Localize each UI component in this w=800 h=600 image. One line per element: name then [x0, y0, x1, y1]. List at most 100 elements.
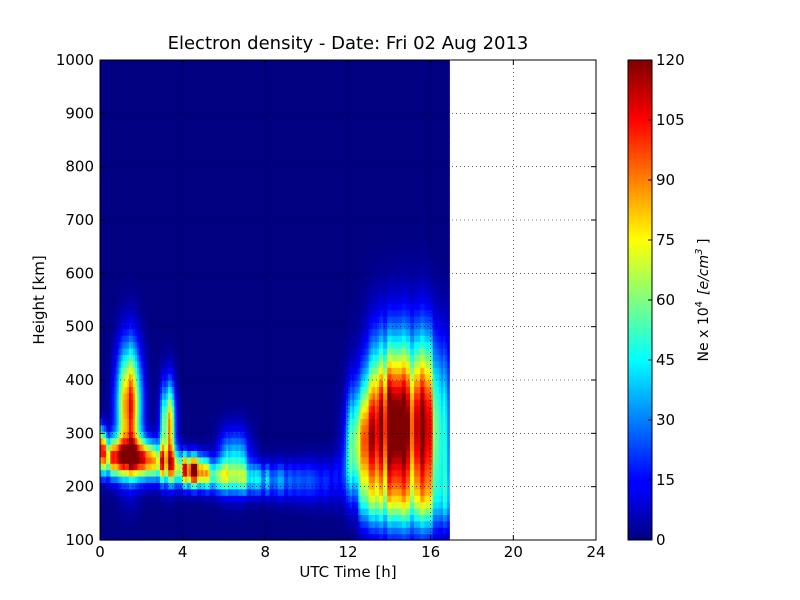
heatmap-cell — [219, 424, 223, 432]
heatmap-cell — [104, 111, 107, 119]
heatmap-cell — [190, 476, 194, 483]
heatmap-cell — [211, 392, 215, 400]
heatmap-cell — [199, 437, 202, 445]
heatmap-cell — [201, 143, 204, 151]
heatmap-cell — [217, 328, 221, 336]
heatmap-cell — [207, 482, 211, 490]
heatmap-cell — [182, 226, 186, 234]
heatmap-cell — [209, 220, 213, 227]
heatmap-cell — [141, 200, 144, 208]
heatmap-cell — [114, 367, 118, 375]
heatmap-cell — [228, 309, 231, 317]
heatmap-cell — [151, 527, 155, 535]
heatmap-cell — [155, 520, 159, 528]
heatmap-cell — [199, 149, 202, 157]
heatmap-cell — [110, 66, 113, 74]
heatmap-cell — [211, 501, 215, 509]
heatmap-cell — [131, 412, 134, 419]
heatmap-cell — [114, 130, 118, 138]
heatmap-cell — [120, 207, 124, 215]
heatmap-cell — [197, 488, 200, 496]
heatmap-cell — [120, 124, 124, 131]
heatmap-cell — [205, 303, 209, 311]
heatmap-cell — [141, 264, 144, 272]
heatmap-cell — [168, 437, 171, 445]
heatmap-cell — [170, 264, 173, 272]
heatmap-cell — [224, 501, 227, 509]
heatmap-cell — [205, 181, 209, 189]
heatmap-cell — [211, 220, 215, 227]
heatmap-cell — [209, 309, 213, 317]
heatmap-cell — [155, 450, 159, 458]
heatmap-cell — [164, 168, 167, 176]
heatmap-cell — [116, 207, 120, 215]
heatmap-cell — [164, 181, 167, 189]
heatmap-cell — [166, 412, 169, 419]
heatmap-cell — [207, 60, 211, 67]
heatmap-cell — [182, 508, 186, 515]
heatmap-cell — [203, 156, 206, 163]
heatmap-cell — [159, 66, 163, 74]
heatmap-cell — [176, 60, 180, 67]
heatmap-cell — [201, 220, 204, 227]
heatmap-cell — [102, 258, 105, 266]
heatmap-cell — [188, 188, 192, 195]
heatmap-cell — [151, 200, 155, 208]
heatmap-cell — [176, 392, 180, 400]
heatmap-cell — [157, 444, 161, 451]
heatmap-cell — [133, 335, 136, 343]
heatmap-cell — [106, 271, 109, 279]
heatmap-cell — [232, 284, 235, 291]
heatmap-cell — [211, 232, 215, 240]
heatmap-cell — [205, 130, 209, 138]
heatmap-cell — [203, 124, 206, 131]
heatmap-cell — [120, 66, 124, 74]
heatmap-cell — [186, 239, 190, 247]
heatmap-cell — [205, 136, 209, 144]
heatmap-cell — [193, 335, 196, 343]
heatmap-cell — [234, 527, 237, 535]
heatmap-cell — [172, 66, 175, 74]
heatmap-cell — [143, 424, 147, 432]
heatmap-cell — [135, 380, 138, 387]
heatmap-cell — [162, 143, 165, 151]
heatmap-cell — [162, 156, 165, 163]
heatmap-cell — [184, 245, 188, 253]
heatmap-cell — [126, 469, 130, 477]
heatmap-cell — [205, 271, 209, 279]
heatmap-cell — [112, 258, 116, 266]
heatmap-cell — [174, 520, 178, 528]
heatmap-cell — [157, 418, 161, 426]
heatmap-cell — [209, 463, 213, 471]
heatmap-cell — [116, 520, 120, 528]
heatmap-cell — [195, 456, 198, 464]
heatmap-cell — [135, 399, 138, 407]
heatmap-cell — [126, 456, 130, 464]
heatmap-cell — [164, 508, 167, 515]
heatmap-cell — [159, 213, 163, 221]
heatmap-cell — [174, 476, 178, 483]
heatmap-cell — [211, 168, 215, 176]
heatmap-cell — [230, 181, 233, 189]
heatmap-cell — [213, 463, 217, 471]
heatmap-cell — [170, 463, 173, 471]
heatmap-cell — [178, 482, 182, 490]
heatmap-cell — [145, 181, 149, 189]
heatmap-cell — [153, 437, 157, 445]
heatmap-cell — [106, 341, 109, 349]
heatmap-cell — [213, 72, 217, 80]
heatmap-cell — [190, 117, 194, 125]
heatmap-cell — [166, 220, 169, 227]
heatmap-cell — [176, 156, 180, 163]
heatmap-cell — [116, 252, 120, 259]
heatmap-cell — [228, 136, 231, 144]
heatmap-cell — [193, 104, 196, 112]
heatmap-cell — [114, 322, 118, 330]
heatmap-cell — [168, 316, 171, 323]
heatmap-cell — [112, 98, 116, 106]
heatmap-cell — [106, 527, 109, 535]
heatmap-cell — [120, 399, 124, 407]
heatmap-cell — [118, 412, 122, 419]
heatmap-cell — [197, 392, 200, 400]
heatmap-cell — [102, 444, 105, 451]
